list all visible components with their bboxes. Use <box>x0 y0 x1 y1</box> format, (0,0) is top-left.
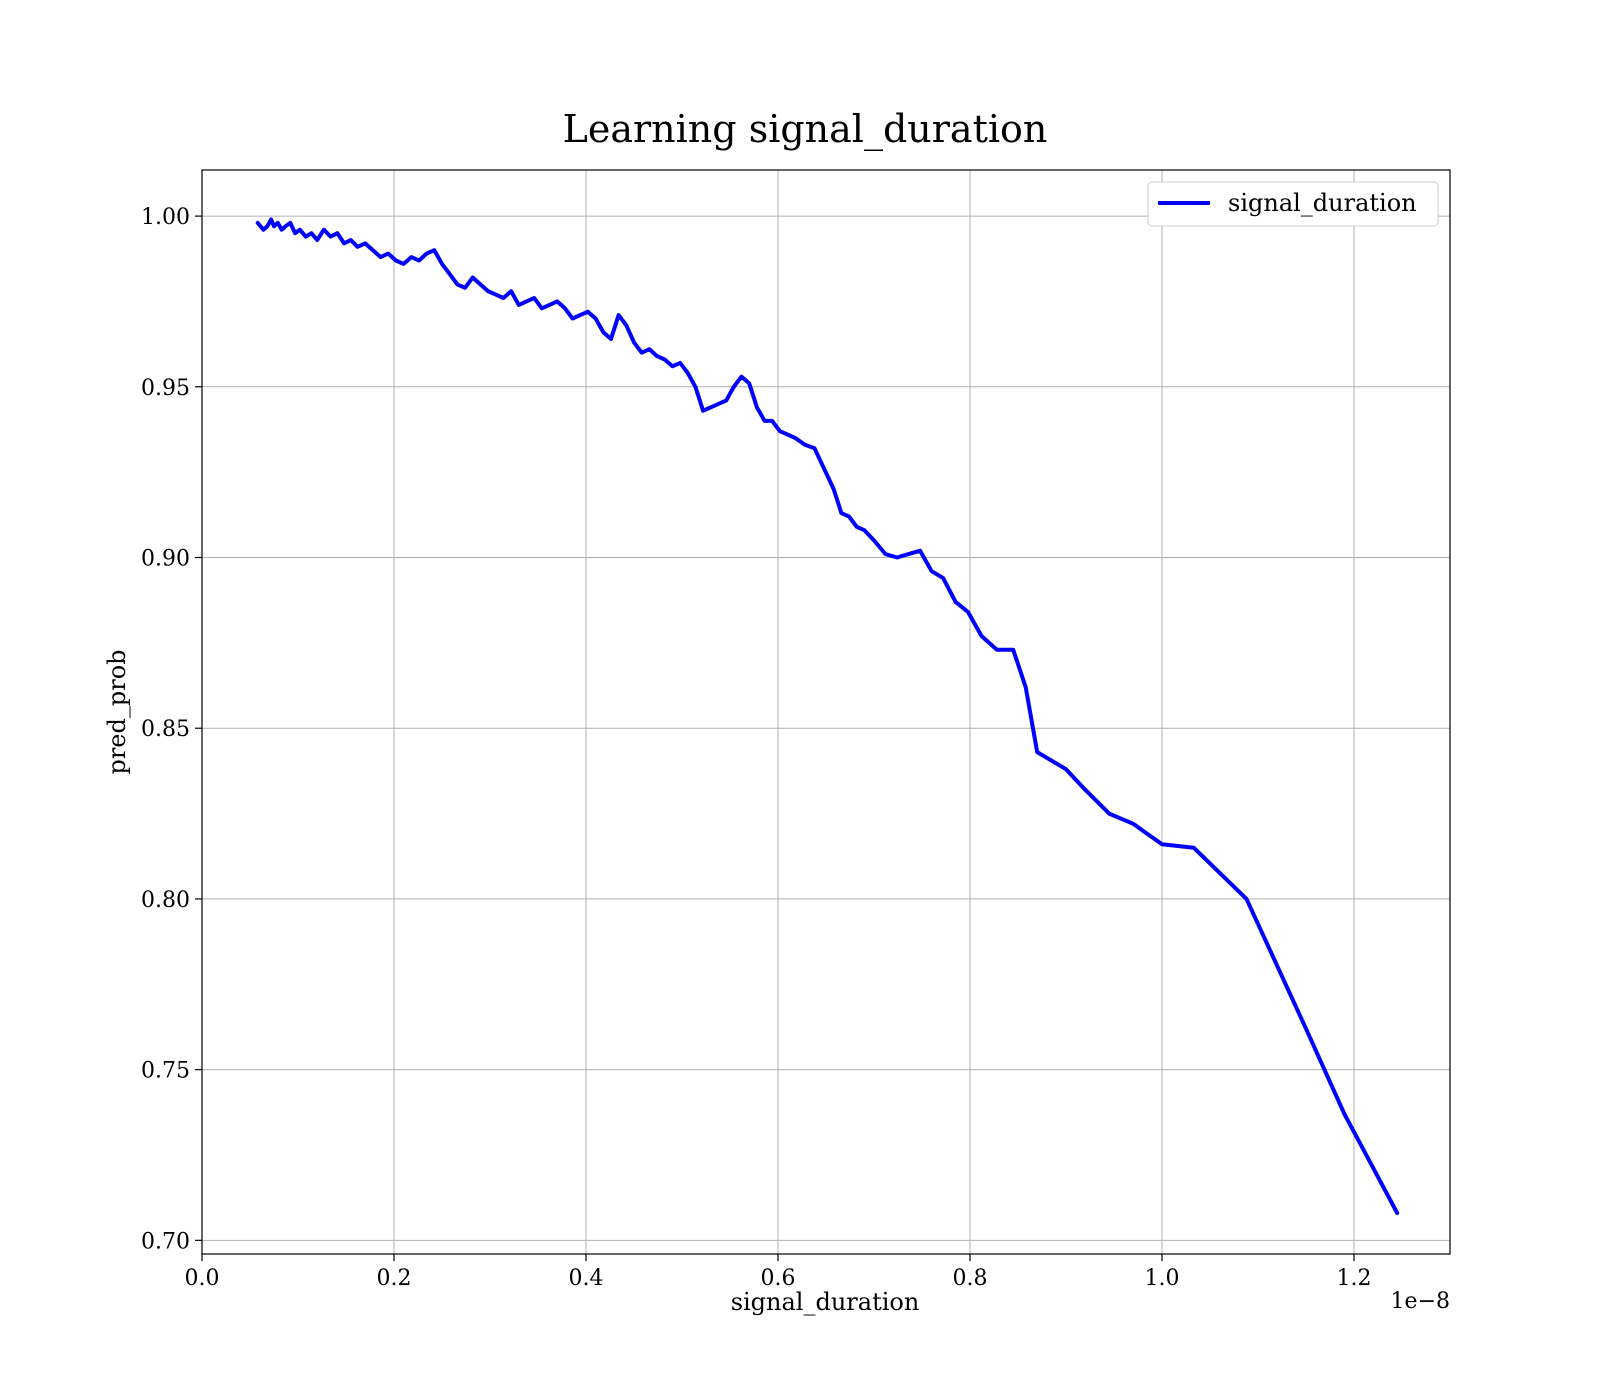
y-tick-label: 0.70 <box>141 1229 190 1254</box>
y-tick-label: 0.90 <box>141 547 190 572</box>
legend-label: signal_duration <box>1228 189 1417 217</box>
x-tick-label: 0.4 <box>569 1266 604 1291</box>
y-tick-label: 0.80 <box>141 888 190 913</box>
x-tick-label: 0.0 <box>185 1266 220 1291</box>
plot-frame <box>201 169 1451 1255</box>
x-tick-label: 0.8 <box>953 1266 988 1291</box>
y-tick-label: 0.85 <box>141 717 190 742</box>
chart-title: Learning signal_duration <box>563 107 1048 152</box>
y-tick-label: 0.95 <box>141 376 190 401</box>
x-tick-label: 1.2 <box>1337 1266 1372 1291</box>
y-axis-label: pred_prob <box>103 649 131 774</box>
y-tick-label: 1.00 <box>141 205 190 230</box>
x-tick-label: 0.6 <box>761 1266 796 1291</box>
legend: signal_duration <box>1147 181 1439 227</box>
y-tick-label: 0.75 <box>141 1059 190 1084</box>
x-tick-label: 0.2 <box>377 1266 412 1291</box>
x-axis-label: signal_duration <box>731 1288 920 1316</box>
axis-ticks: 0.0 0.2 0.4 0.6 0.8 1.0 1.2 0.70 0.75 0.80 0.85 0.9… <box>141 205 1371 1291</box>
legend-box <box>1147 181 1439 227</box>
grid-lines <box>201 170 1450 1254</box>
series-line-signal-duration <box>255 217 1400 1215</box>
x-tick-label: 1.0 <box>1145 1266 1180 1291</box>
x-axis-offset-label: 1e−8 <box>1391 1289 1450 1314</box>
series-layer <box>255 217 1400 1215</box>
